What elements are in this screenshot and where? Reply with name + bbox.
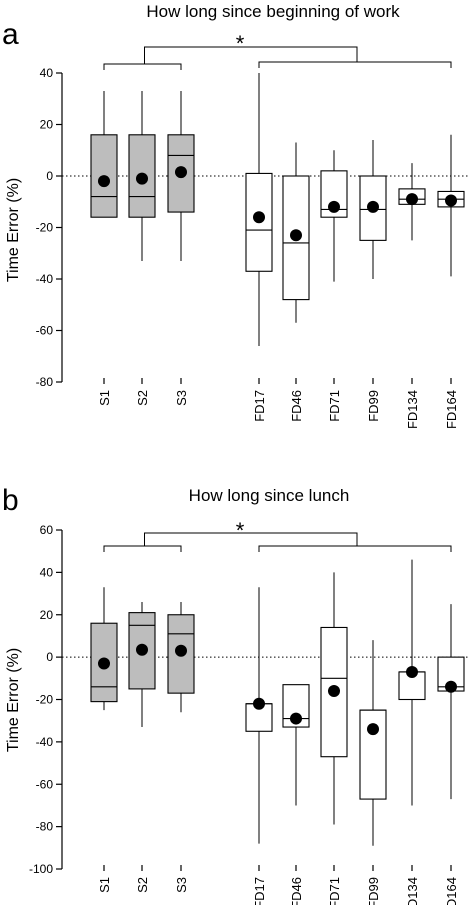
panel-a-significance-star: * bbox=[236, 31, 245, 56]
panel-a-comparison-bracket bbox=[144, 46, 358, 64]
panel-b-y-tick-label: 20 bbox=[40, 608, 54, 622]
panel-a-mean-dot bbox=[136, 172, 148, 185]
panel-b-y-tick-label: -60 bbox=[36, 777, 54, 791]
panel-b-mean-dot bbox=[290, 712, 302, 725]
panel-b-y-tick-label: 0 bbox=[46, 650, 53, 664]
panel-b-plot: 60 40 20 0 -20 -40 -60 -80 -100 S1 S2 S3 FD17 FD46 FD7… bbox=[29, 523, 470, 905]
panel-b-category-label: FD71 bbox=[327, 877, 342, 905]
panel-b-mean-dot bbox=[98, 657, 110, 670]
panel-b-y-tick-label: 40 bbox=[40, 565, 54, 579]
panel-b-mean-dot bbox=[328, 685, 340, 698]
panel-b-mean-dot bbox=[406, 665, 418, 678]
panel-b-y-tick-label: -20 bbox=[36, 693, 54, 707]
panel-b-mean-dot bbox=[367, 723, 379, 736]
panel-a-mean-dot bbox=[175, 166, 187, 179]
panel-b-box-fd99 bbox=[359, 709, 387, 800]
panel-a-y-tick-label: -40 bbox=[36, 272, 54, 286]
panel-b-y-tick-label: -100 bbox=[29, 862, 53, 876]
panel-a-category-label: S3 bbox=[174, 390, 189, 406]
panel-a-mean-dot bbox=[367, 200, 379, 213]
panel-a-mean-dot bbox=[253, 211, 265, 224]
panel-b-title: How long since lunch bbox=[189, 486, 350, 505]
panel-b-letter: b bbox=[2, 484, 19, 517]
panel-b-y-tick-label: -80 bbox=[36, 820, 54, 834]
panel-a-box-fd17 bbox=[245, 172, 273, 272]
panel-b-mean-dot bbox=[175, 644, 187, 657]
panel-b-category-label: FD164 bbox=[444, 877, 459, 905]
panel-b-category-label: S2 bbox=[135, 877, 150, 893]
panel-a-plot: 40 20 0 -20 -40 -60 -80 S1 S2 S3 FD17 FD46 FD71 FD99 F… bbox=[36, 46, 470, 429]
panel-a-y-tick-label: -20 bbox=[36, 221, 54, 235]
panel-b-mean-dot bbox=[445, 680, 457, 693]
panel-a-title: How long since beginning of work bbox=[146, 2, 400, 21]
panel-a-category-label: FD71 bbox=[327, 390, 342, 422]
panel-a-category-label: FD134 bbox=[405, 390, 420, 429]
panel-a-ylabel: Time Error (%) bbox=[5, 178, 22, 282]
panel-b-comparison-bracket bbox=[144, 532, 358, 546]
panel-a-left-bracket bbox=[103, 63, 182, 70]
panel-b-category-label: FD46 bbox=[289, 877, 304, 905]
panel-a-mean-dot bbox=[445, 194, 457, 207]
panel-a-y-tick-label: 0 bbox=[46, 169, 53, 183]
panel-b-category-label: FD99 bbox=[366, 877, 381, 905]
panel-a-mean-dot bbox=[290, 229, 302, 242]
panel-b-mean-dot bbox=[136, 643, 148, 656]
panel-b-ylabel: Time Error (%) bbox=[5, 648, 22, 752]
panel-b-significance-star: * bbox=[236, 518, 245, 543]
panel-a-category-label: FD164 bbox=[444, 390, 459, 429]
panel-a-y-tick-label: -80 bbox=[36, 375, 54, 389]
panel-b-y-tick-label: 60 bbox=[40, 523, 54, 537]
panel-a-category-label: FD17 bbox=[252, 390, 267, 422]
panel-a-mean-dot bbox=[406, 193, 418, 206]
panel-b-right-bracket bbox=[258, 545, 452, 552]
panel-a-category-label: S1 bbox=[97, 390, 112, 406]
panel-b-category-label: FD134 bbox=[405, 877, 420, 905]
panel-a-box-s2 bbox=[128, 134, 156, 218]
panel-a-mean-dot bbox=[98, 175, 110, 188]
panel-a-category-label: S2 bbox=[135, 390, 150, 406]
panel-a-mean-dot bbox=[328, 200, 340, 213]
panel-b-mean-dot bbox=[253, 697, 265, 710]
panel-a-category-label: FD46 bbox=[289, 390, 304, 422]
panel-b-left-bracket bbox=[103, 545, 182, 552]
panel-a-right-bracket bbox=[258, 61, 452, 68]
panel-a-category-label: FD99 bbox=[366, 390, 381, 422]
panel-a-y-tick-label: 20 bbox=[40, 118, 54, 132]
panel-b-category-label: FD17 bbox=[252, 877, 267, 905]
panel-a-letter: a bbox=[2, 18, 19, 51]
panel-a-y-tick-label: 40 bbox=[40, 66, 54, 80]
panel-b-category-label: S3 bbox=[174, 877, 189, 893]
panel-b-y-tick-label: -40 bbox=[36, 735, 54, 749]
panel-a-y-tick-label: -60 bbox=[36, 324, 54, 338]
panel-b-category-label: S1 bbox=[97, 877, 112, 893]
